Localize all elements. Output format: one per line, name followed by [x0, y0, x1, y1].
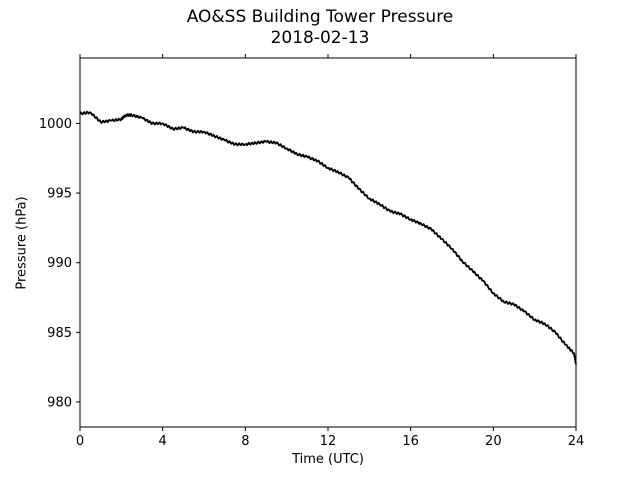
y-tick-label: 990 [47, 256, 72, 271]
x-tick-label: 4 [159, 434, 167, 449]
y-tick-label: 985 [47, 326, 72, 341]
y-axis-label: Pressure (hPa) [14, 196, 30, 290]
x-tick-label: 8 [241, 434, 249, 449]
x-tick-label: 20 [485, 434, 502, 449]
x-tick-label: 24 [568, 434, 585, 449]
y-tick-label: 995 [47, 187, 72, 202]
pressure-series-line [79, 110, 577, 365]
x-axis-label: Time (UTC) [292, 452, 364, 467]
chart-subtitle: 2018-02-13 [270, 28, 370, 48]
x-tick-label: 12 [320, 434, 337, 449]
x-tick-label: 0 [76, 434, 84, 449]
y-tick-label: 1000 [39, 117, 72, 132]
chart-title: AO&SS Building Tower Pressure [186, 7, 454, 27]
y-tick-label: 980 [47, 395, 72, 410]
x-tick-label: 16 [402, 434, 419, 449]
plot-frame [79, 57, 577, 428]
